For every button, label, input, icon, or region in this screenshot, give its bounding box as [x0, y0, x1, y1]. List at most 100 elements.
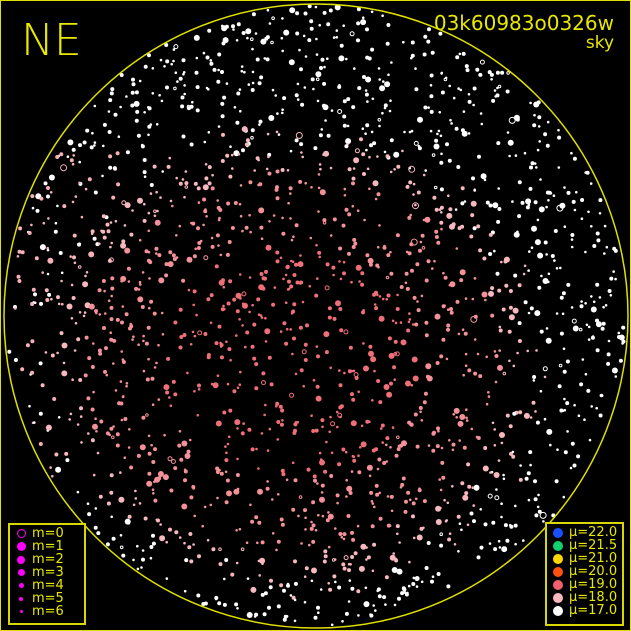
star: [339, 277, 343, 281]
star: [502, 473, 505, 477]
star: [338, 532, 343, 536]
star: [497, 539, 501, 543]
star: [342, 260, 346, 264]
star: [180, 95, 185, 100]
star: [396, 447, 401, 452]
star: [612, 270, 615, 273]
star: [332, 217, 337, 222]
star: [320, 418, 325, 423]
star: [322, 10, 327, 15]
star: [273, 286, 277, 289]
star: [621, 325, 626, 330]
star: [473, 338, 477, 341]
star: [386, 23, 391, 27]
star: [409, 242, 414, 247]
star: [570, 151, 573, 155]
star: [531, 400, 536, 405]
star: [292, 431, 297, 435]
star: [65, 458, 70, 463]
star: [281, 231, 286, 236]
star: [537, 252, 544, 259]
star: [196, 186, 201, 191]
star: [222, 304, 225, 308]
star: [329, 166, 333, 170]
star: [437, 429, 440, 433]
star: [330, 623, 334, 627]
star: [457, 87, 460, 90]
star: [563, 397, 566, 401]
star: [584, 372, 588, 376]
star: [550, 254, 555, 258]
star: [439, 543, 444, 548]
star: [376, 192, 381, 197]
star: [224, 500, 229, 505]
star: [258, 207, 265, 214]
star: [93, 525, 98, 530]
star: [308, 284, 312, 288]
star: [435, 361, 440, 365]
star: [317, 250, 322, 255]
star: [102, 235, 107, 240]
star: [497, 207, 502, 211]
star: [240, 69, 244, 73]
star: [61, 370, 68, 377]
star: [267, 155, 270, 159]
star: [247, 427, 252, 432]
star: [352, 455, 356, 459]
star: [311, 429, 316, 433]
star: [154, 246, 159, 251]
star: [347, 167, 352, 172]
star: [514, 154, 518, 157]
star: [439, 134, 443, 138]
star: [424, 566, 429, 570]
star: [184, 181, 189, 186]
star: [287, 201, 290, 205]
star: [69, 412, 73, 416]
star: [377, 265, 380, 269]
star: [110, 241, 113, 245]
star: [109, 490, 114, 495]
star: [249, 230, 252, 234]
star: [250, 136, 254, 140]
star: [338, 260, 341, 263]
star: [261, 276, 266, 281]
star: [33, 301, 37, 305]
star: [276, 438, 280, 441]
star: [537, 493, 540, 497]
star: [533, 497, 538, 502]
star: [501, 307, 506, 312]
star: [453, 407, 460, 414]
star: [618, 358, 623, 363]
star: [324, 350, 329, 355]
star: [136, 133, 141, 138]
star: [339, 328, 344, 333]
star: [214, 595, 219, 600]
star: [383, 103, 388, 108]
star: [184, 453, 191, 459]
star: [175, 176, 178, 180]
star: [529, 416, 533, 419]
star: [586, 388, 591, 393]
star: [446, 323, 451, 328]
star: [152, 164, 157, 169]
star: [319, 459, 325, 466]
star: [493, 350, 497, 353]
star: [337, 109, 343, 114]
star: [105, 373, 109, 377]
star: [247, 83, 251, 86]
star: [464, 297, 468, 300]
star: [324, 285, 330, 291]
star: [375, 492, 380, 497]
star: [249, 503, 252, 507]
star: [41, 271, 44, 274]
star: [447, 158, 452, 163]
star: [206, 297, 211, 302]
star: [462, 494, 469, 501]
star: [109, 473, 114, 478]
star: [440, 152, 443, 156]
star: [54, 452, 59, 457]
star: [147, 229, 151, 233]
star: [331, 265, 336, 270]
star: [298, 179, 303, 184]
star: [194, 247, 197, 251]
